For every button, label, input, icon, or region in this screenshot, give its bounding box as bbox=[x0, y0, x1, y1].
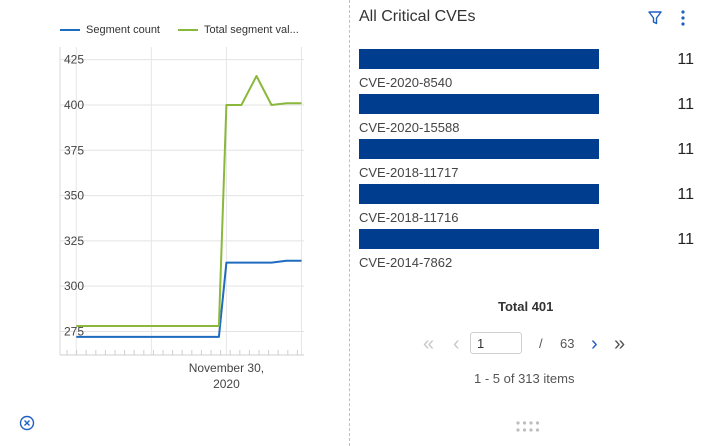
y-tick-label: 300 bbox=[64, 279, 84, 293]
legend-item-segment-count[interactable]: Segment count bbox=[60, 24, 160, 36]
chart-labels: 275 300 325 350 375 400 425 November 30, 2020 bbox=[64, 53, 264, 391]
legend-label: Segment count bbox=[86, 24, 160, 36]
y-tick-label: 275 bbox=[64, 324, 84, 338]
panel-divider bbox=[349, 0, 350, 446]
cve-label: CVE-2018-11716 bbox=[359, 210, 459, 225]
cve-row[interactable]: CVE-2020-15588 11 bbox=[359, 94, 699, 139]
total-label: Total 401 bbox=[498, 299, 554, 314]
page-count: 63 bbox=[560, 336, 575, 351]
drag-handle-icon[interactable] bbox=[515, 420, 541, 434]
legend-label: Total segment val... bbox=[204, 24, 299, 36]
first-page-button[interactable]: « bbox=[423, 333, 435, 355]
cve-value: 11 bbox=[677, 231, 694, 248]
legend-item-total-segment-value[interactable]: Total segment val... bbox=[178, 24, 299, 36]
cve-label: CVE-2014-7862 bbox=[359, 255, 453, 270]
chart-series bbox=[76, 75, 302, 338]
chart-axes bbox=[60, 350, 304, 356]
cve-bar bbox=[359, 94, 599, 114]
page-number-input[interactable] bbox=[470, 332, 522, 354]
pagination: « ‹ / 63 › » bbox=[351, 330, 702, 360]
chart-grid bbox=[59, 47, 304, 355]
close-circle-icon[interactable] bbox=[19, 415, 35, 431]
items-summary: 1 - 5 of 313 items bbox=[474, 371, 575, 386]
cve-bar bbox=[359, 139, 599, 159]
cve-value: 11 bbox=[677, 141, 694, 158]
legend-swatch bbox=[60, 29, 80, 31]
legend-swatch bbox=[178, 29, 198, 31]
chart-panel: Segment count Total segment val... 275 30… bbox=[0, 0, 348, 446]
cve-panel: All Critical CVEs CVE-2020-8540 11 CVE-2… bbox=[351, 0, 702, 446]
y-tick-label: 375 bbox=[64, 143, 84, 157]
next-page-button[interactable]: › bbox=[591, 333, 598, 355]
cve-value: 11 bbox=[677, 96, 694, 113]
y-tick-label: 400 bbox=[64, 98, 84, 112]
more-vertical-icon[interactable] bbox=[679, 9, 687, 27]
y-tick-label: 325 bbox=[64, 234, 84, 248]
cve-label: CVE-2018-11717 bbox=[359, 165, 459, 180]
filter-icon[interactable] bbox=[648, 10, 662, 26]
cve-value: 11 bbox=[677, 186, 694, 203]
x-tick-label: 2020 bbox=[213, 377, 240, 391]
panel-title: All Critical CVEs bbox=[359, 8, 476, 25]
previous-page-button[interactable]: ‹ bbox=[453, 333, 460, 355]
y-tick-label: 350 bbox=[64, 189, 84, 203]
cve-label: CVE-2020-15588 bbox=[359, 120, 460, 135]
cve-value: 11 bbox=[677, 51, 694, 68]
cve-row[interactable]: CVE-2020-8540 11 bbox=[359, 49, 699, 94]
cve-row[interactable]: CVE-2014-7862 11 bbox=[359, 229, 699, 274]
cve-bar bbox=[359, 49, 599, 69]
y-tick-label: 425 bbox=[64, 53, 84, 67]
x-tick-label: November 30, bbox=[189, 361, 264, 375]
cve-label: CVE-2020-8540 bbox=[359, 75, 453, 90]
cve-row[interactable]: CVE-2018-11716 11 bbox=[359, 184, 699, 229]
page-separator: / bbox=[539, 336, 543, 351]
cve-bar bbox=[359, 184, 599, 204]
last-page-button[interactable]: » bbox=[614, 333, 626, 355]
line-chart: 275 300 325 350 375 400 425 November 30, 2020 bbox=[59, 47, 304, 391]
series-line-1 bbox=[76, 75, 302, 327]
cve-bar bbox=[359, 229, 599, 249]
cve-row[interactable]: CVE-2018-11717 11 bbox=[359, 139, 699, 184]
